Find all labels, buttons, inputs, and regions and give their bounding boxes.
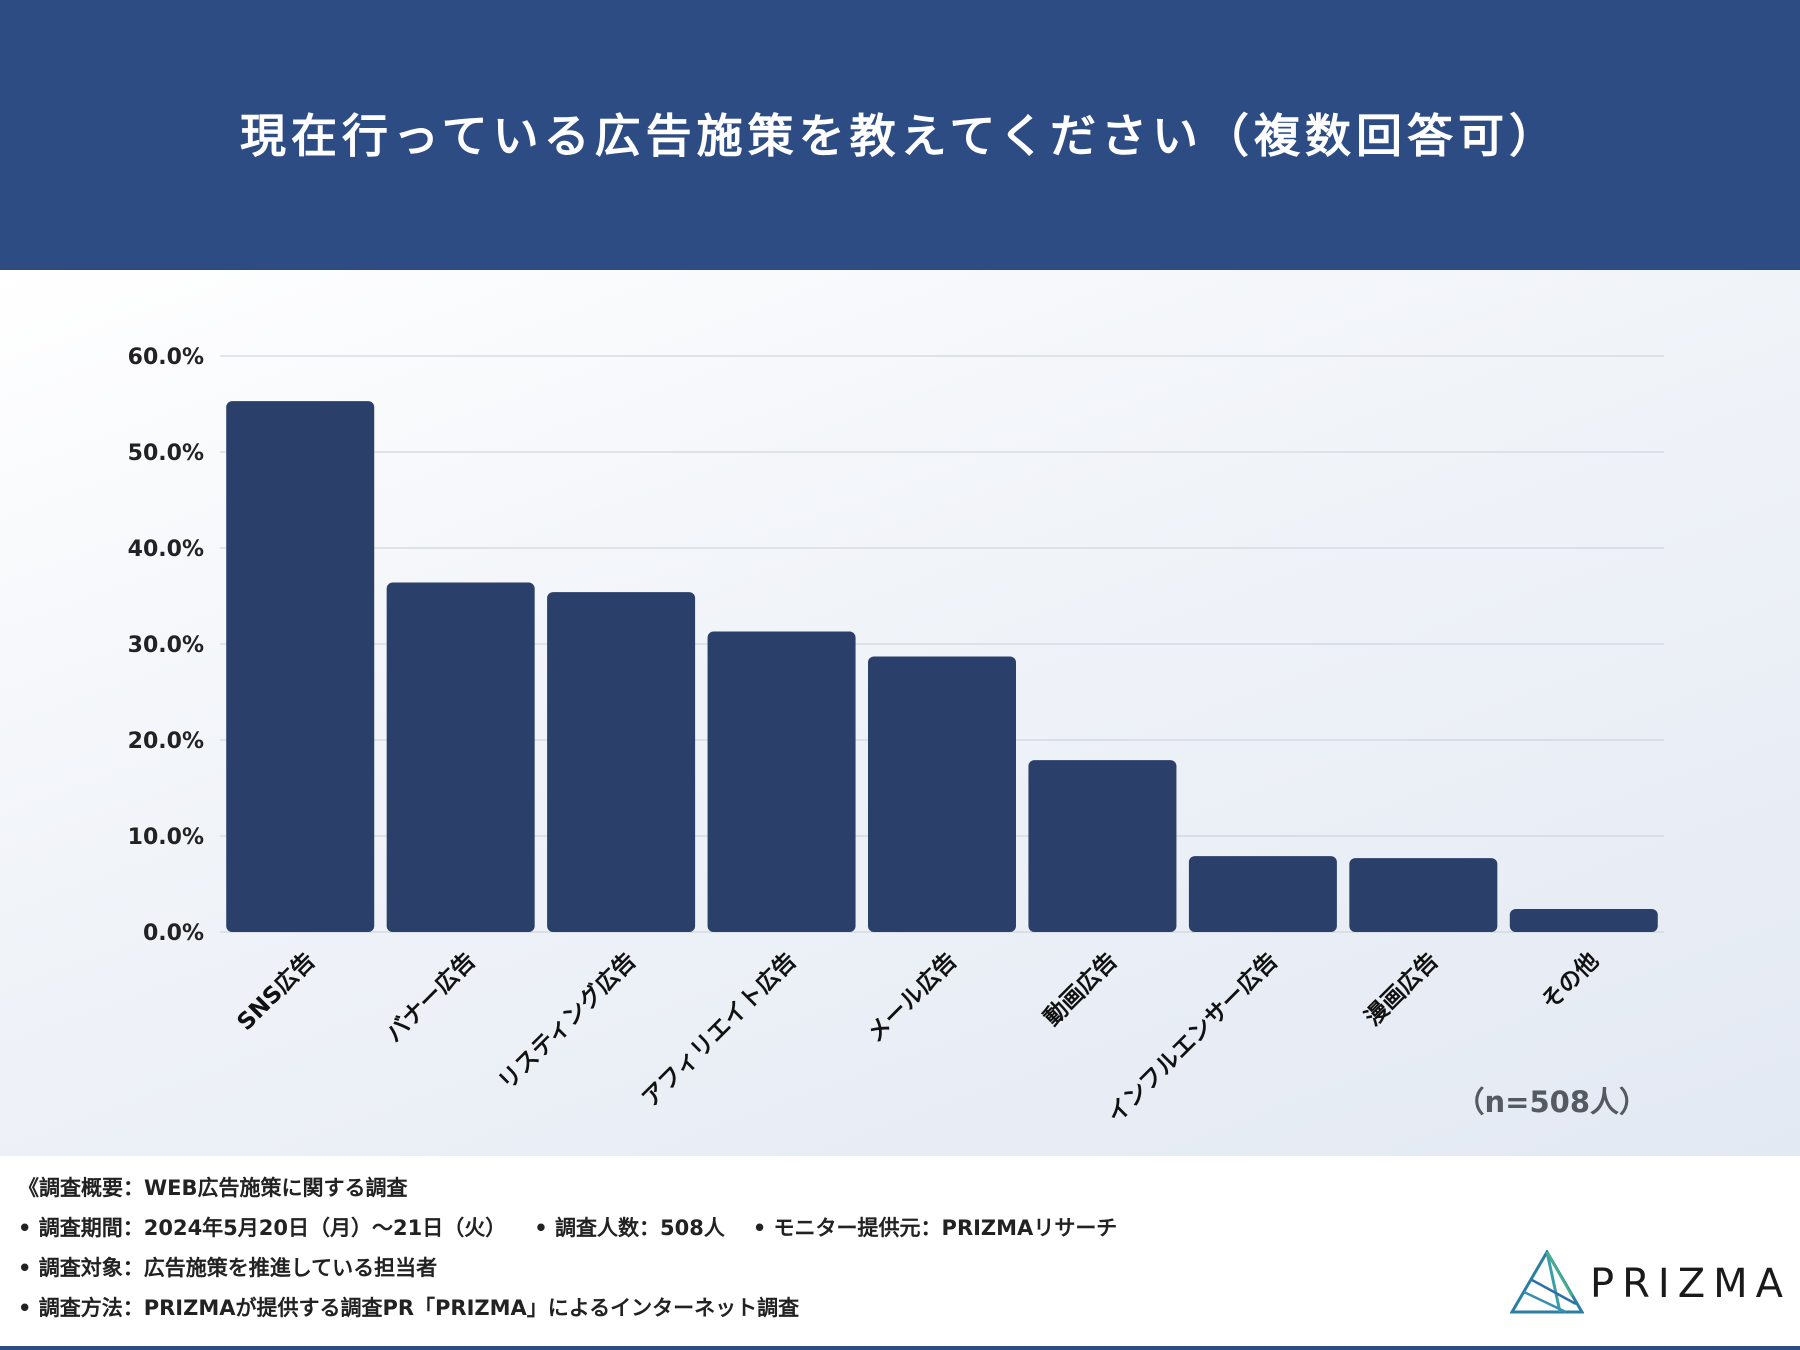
bar	[1509, 908, 1658, 932]
x-tick-label: SNS広告	[232, 947, 321, 1036]
survey-count: • 調査人数：508人	[534, 1216, 725, 1240]
bar	[1349, 858, 1498, 932]
survey-monitor: • モニター提供元：PRIZMAリサーチ	[752, 1216, 1118, 1240]
y-tick-label: 10.0%	[128, 825, 204, 850]
bar	[1188, 856, 1337, 932]
y-tick-label: 30.0%	[128, 633, 204, 658]
chart-title: 現在行っている広告施策を教えてください（複数回答可）	[239, 109, 1561, 163]
survey-period-line: • 調査期間：2024年5月20日（月）〜21日（火） • 調査人数：508人 • …	[18, 1212, 1117, 1242]
x-tick-label: アフィリエイト広告	[637, 947, 802, 1112]
survey-target: • 調査対象：広告施策を推進している担当者	[18, 1256, 438, 1280]
x-tick-label: その他	[1537, 948, 1604, 1015]
x-tick-label: 漫画広告	[1359, 947, 1443, 1031]
y-tick-label: 50.0%	[128, 441, 204, 466]
survey-overview: 《調査概要：WEB広告施策に関する調査	[18, 1176, 408, 1200]
bar	[868, 656, 1016, 932]
bar-chart: 0.0% 10.0% 20.0% 30.0% 40.0% 50.0% 60.0% SNS広告バ…	[128, 345, 1664, 1128]
y-tick-label: 40.0%	[128, 537, 204, 562]
x-tick-label: インフルエンサー広告	[1102, 947, 1283, 1128]
x-tick-label: メール広告	[862, 947, 962, 1047]
logo-text: PRIZMA	[1590, 1261, 1791, 1307]
prism-logo-icon	[1510, 1250, 1584, 1314]
bar	[707, 631, 856, 932]
y-tick-label: 60.0%	[128, 345, 204, 370]
sample-size-note: （n=508人）	[1455, 1085, 1648, 1119]
x-tick-label: バナー広告	[381, 947, 481, 1047]
survey-period: • 調査期間：2024年5月20日（月）〜21日（火）	[18, 1216, 507, 1240]
x-tick-label: 動画広告	[1039, 947, 1123, 1031]
bar	[547, 592, 696, 932]
bar	[226, 401, 375, 932]
survey-footer: 《調査概要：WEB広告施策に関する調査 • 調査期間：2024年5月20日（月）…	[0, 1156, 1800, 1350]
bar	[1028, 760, 1177, 932]
y-tick-label: 0.0%	[143, 921, 204, 946]
x-tick-label: リスティング広告	[493, 947, 641, 1095]
y-tick-label: 20.0%	[128, 729, 204, 754]
survey-method: • 調査方法：PRIZMAが提供する調査PR「PRIZMA」によるインターネット…	[18, 1296, 800, 1320]
bar	[386, 582, 535, 932]
header-banner: 現在行っている広告施策を教えてください（複数回答可）	[0, 0, 1800, 270]
